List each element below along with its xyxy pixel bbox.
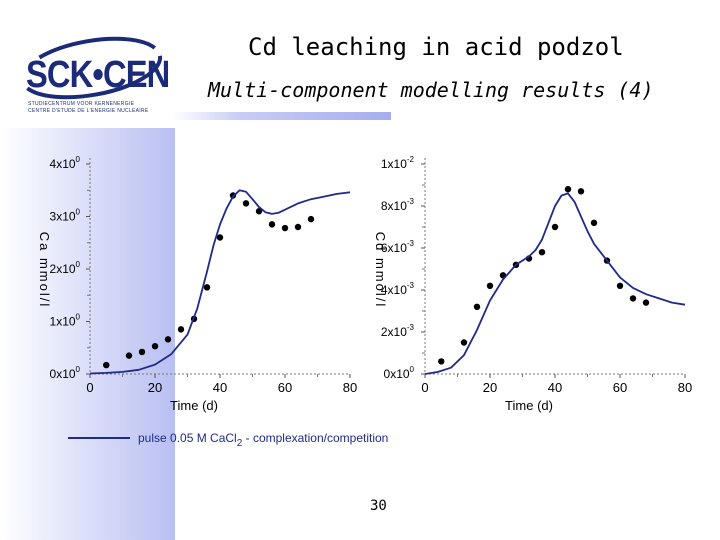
- cd-model-line: [424, 192, 686, 375]
- ca-data-point: [151, 342, 159, 350]
- ca-data-point: [138, 348, 146, 356]
- cd-x-axis-label: Time (d): [505, 398, 553, 413]
- ca-data-point: [216, 234, 224, 241]
- cd-x-tick-label: 40: [548, 380, 562, 395]
- cd-y-tick-label: 8x10-3: [381, 197, 415, 213]
- cd-y-tick-label: 0x100: [384, 365, 415, 381]
- cd-y-axis-label: Cd mmol/l: [373, 232, 388, 309]
- sck-cen-logo: SCK•CEN STUDIECENTRUM VOOR KERNENERGIE C…: [18, 34, 170, 116]
- ca-x-axis-label: Time (d): [170, 398, 218, 413]
- cd-x-tick-label: 60: [613, 380, 627, 395]
- ca-x-tick-label: 60: [278, 380, 292, 395]
- chart-cd: 0 20 40 60 80 0x100 2x10-3 4x10-3 6x10-3 8x10-3 1x…: [373, 155, 692, 413]
- ca-x-tick-label: 0: [86, 380, 93, 395]
- cd-y-tick-label: 2x10-3: [381, 323, 415, 339]
- ca-y-axis-label: Ca mmol/l: [37, 232, 52, 309]
- title-underline-bar: [173, 112, 391, 120]
- cd-data-point: [460, 339, 468, 346]
- cd-x-tick-label: 80: [678, 380, 692, 395]
- cd-data-point: [616, 282, 624, 289]
- ca-x-tick-label: 40: [213, 380, 227, 395]
- legend: pulse 0.05 M CaCl2 - complexation/compet…: [68, 431, 388, 449]
- ca-data-point: [177, 326, 185, 333]
- ca-data-point: [125, 352, 133, 359]
- ca-data-point: [242, 200, 250, 207]
- ca-model-line: [89, 189, 351, 375]
- cd-data-point: [590, 219, 598, 226]
- ca-y-tick-label: 0x100: [50, 365, 81, 381]
- ca-data-point: [203, 284, 211, 291]
- cd-data-point: [629, 295, 637, 302]
- ca-data-point: [268, 221, 276, 228]
- cd-data-point: [551, 223, 559, 231]
- ca-y-tick-label: 2x100: [50, 260, 81, 276]
- ca-data-point: [103, 361, 110, 369]
- ca-x-tick-label: 80: [343, 380, 357, 395]
- cd-data-point: [642, 299, 650, 306]
- cd-data-point: [473, 303, 481, 310]
- cd-data-point: [538, 249, 546, 256]
- cd-x-tick-label: 0: [421, 380, 428, 395]
- slide-title: Cd leaching in acid podzol: [248, 33, 624, 61]
- chart-ca: 0 20 40 60 80 0x100 1x100 2x100 3x100 4x100 Time (…: [37, 155, 357, 413]
- ca-data-point: [281, 224, 289, 232]
- ca-y-tick-label: 4x100: [50, 155, 81, 171]
- decorative-gradient-panel: [0, 128, 175, 540]
- slide-subtitle: Multi-component modelling results (4): [208, 78, 654, 102]
- page-number: 30: [370, 498, 387, 514]
- ca-data-point: [164, 336, 172, 343]
- legend-label: pulse 0.05 M CaCl2 - complexation/compet…: [138, 431, 388, 449]
- ca-data-point: [255, 208, 263, 215]
- cd-data-point: [438, 358, 445, 365]
- cd-y-tick-label: 1x10-2: [381, 155, 415, 171]
- cd-data-point: [486, 282, 494, 289]
- logo-subtitle-2: CENTRE D'ETUDE DE L'ENERGIE NUCLEAIRE: [28, 108, 149, 114]
- ca-y-tick-label: 3x100: [50, 208, 81, 224]
- ca-x-tick-label: 20: [148, 380, 162, 395]
- cd-data-point: [577, 188, 585, 195]
- logo-wordmark: SCK•CEN: [26, 54, 170, 96]
- ca-data-point: [294, 223, 302, 231]
- logo-subtitle-1: STUDIECENTRUM VOOR KERNENERGIE: [28, 101, 135, 107]
- ca-data-point: [307, 215, 315, 223]
- cd-y-tick-label: 6x10-3: [381, 239, 415, 255]
- logo-swoosh: [19, 36, 163, 100]
- ca-y-tick-label: 1x100: [50, 313, 81, 329]
- cd-y-tick-label: 4x10-3: [381, 281, 415, 297]
- cd-x-tick-label: 20: [483, 380, 497, 395]
- cd-data-point: [564, 186, 572, 193]
